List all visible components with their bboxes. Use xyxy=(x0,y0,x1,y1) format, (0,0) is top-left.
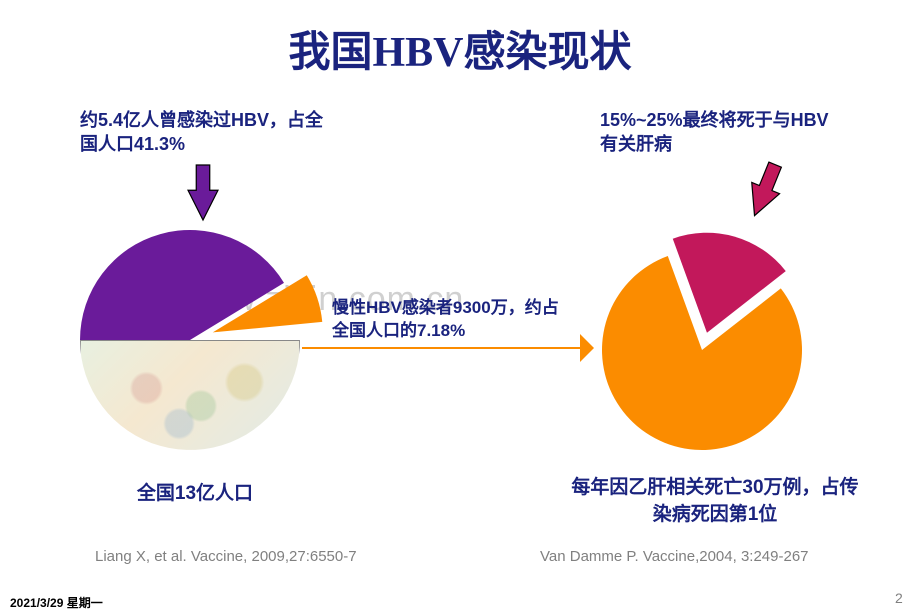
annotation-right-top: 15%~25%最终将死于与HBV有关肝病 xyxy=(600,108,840,157)
slide: 我国HBV感染现状 www.zixin.com.cn 约5.4亿人曾感染过HBV… xyxy=(0,0,920,614)
citation-right: Van Damme P. Vaccine,2004, 3:249-267 xyxy=(540,548,809,565)
citation-left: Liang X, et al. Vaccine, 2009,27:6550-7 xyxy=(95,548,357,565)
caption-right: 每年因乙肝相关死亡30万例，占传染病死因第1位 xyxy=(565,472,865,526)
footer-date: 2021/3/29 星期一 xyxy=(10,594,103,611)
page-title: 我国HBV感染现状 xyxy=(0,18,920,79)
arrow-right xyxy=(300,332,598,364)
arrow-down-left xyxy=(178,160,228,235)
caption-left: 全国13亿人口 xyxy=(115,478,275,505)
annotation-left-top: 约5.4亿人曾感染过HBV，占全国人口41.3% xyxy=(80,108,340,157)
page-number: 2 xyxy=(895,590,903,606)
